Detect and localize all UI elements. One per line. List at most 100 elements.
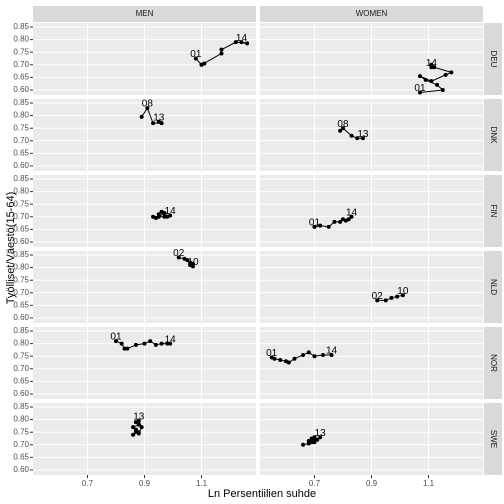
- y-tick-label: 0.85: [13, 250, 29, 259]
- y-tick-label: 0.75: [13, 199, 29, 208]
- point: [136, 418, 141, 423]
- point-label: 13: [315, 428, 327, 439]
- point: [239, 40, 244, 45]
- point-label: 13: [153, 113, 165, 124]
- point: [417, 74, 422, 79]
- point: [139, 114, 144, 119]
- point: [168, 341, 173, 346]
- y-tick-label: 0.65: [13, 72, 29, 81]
- point-label: 01: [414, 83, 426, 94]
- x-tick-label: 0.7: [309, 479, 321, 488]
- y-tick-label: 0.80: [13, 263, 29, 272]
- strip-bg: [484, 23, 502, 95]
- point: [292, 356, 297, 361]
- point: [131, 432, 136, 437]
- point: [429, 65, 434, 70]
- strip-bg: [484, 99, 502, 171]
- y-tick-label: 0.65: [13, 452, 29, 461]
- y-tick-label: 0.60: [13, 313, 29, 322]
- point-label: 14: [426, 58, 438, 69]
- point: [355, 136, 360, 141]
- point: [162, 211, 167, 216]
- y-tick-label: 0.85: [13, 326, 29, 335]
- point: [423, 77, 428, 82]
- point-label: 01: [190, 49, 202, 60]
- point: [233, 40, 238, 45]
- y-tick-label: 0.75: [13, 123, 29, 132]
- point: [338, 128, 343, 133]
- point: [151, 121, 156, 126]
- y-axis-title: Työlliset/Väestö(15-64): [5, 192, 17, 305]
- point-label: 10: [187, 257, 199, 268]
- point: [145, 106, 150, 111]
- point: [389, 295, 394, 300]
- x-tick-label: 1.1: [423, 479, 435, 488]
- point: [153, 342, 158, 347]
- point-label: 14: [346, 207, 358, 218]
- point-label: 13: [133, 412, 145, 423]
- y-tick-label: 0.60: [13, 85, 29, 94]
- strip-bg: [260, 6, 483, 22]
- point: [136, 431, 141, 436]
- y-tick-label: 0.75: [13, 427, 29, 436]
- point: [312, 440, 317, 445]
- point: [301, 352, 306, 357]
- column-strip: WOMEN: [356, 9, 388, 18]
- point: [383, 298, 388, 303]
- row-strip: NLD: [489, 279, 498, 295]
- point: [346, 217, 351, 222]
- point: [318, 223, 323, 228]
- y-tick-label: 0.75: [13, 275, 29, 284]
- point: [349, 214, 354, 219]
- point: [312, 354, 317, 359]
- x-tick-label: 0.9: [366, 479, 378, 488]
- point: [156, 119, 161, 124]
- y-tick-label: 0.85: [13, 22, 29, 31]
- point: [122, 346, 127, 351]
- point: [318, 435, 323, 440]
- y-tick-label: 0.75: [13, 351, 29, 360]
- point: [360, 136, 365, 141]
- series-line: [131, 420, 143, 436]
- y-tick-label: 0.85: [13, 174, 29, 183]
- point: [443, 72, 448, 77]
- point: [375, 298, 380, 303]
- x-tick-label: 0.7: [82, 479, 94, 488]
- point: [435, 82, 440, 87]
- y-tick-label: 0.60: [13, 237, 29, 246]
- x-tick-label: 0.9: [139, 479, 151, 488]
- point: [133, 342, 138, 347]
- y-tick-label: 0.60: [13, 465, 29, 474]
- point: [156, 214, 161, 219]
- point: [321, 352, 326, 357]
- row-strip: DNK: [489, 127, 498, 145]
- point-label: 02: [372, 291, 384, 302]
- point: [148, 339, 153, 344]
- x-axis-title: Ln Persentiilien suhde: [208, 488, 316, 500]
- point: [168, 213, 173, 218]
- y-tick-label: 0.70: [13, 440, 29, 449]
- point: [193, 56, 198, 61]
- point: [429, 79, 434, 84]
- point-label: 13: [357, 129, 369, 140]
- point: [245, 41, 250, 46]
- point: [185, 258, 190, 263]
- point-label: 01: [266, 348, 278, 359]
- point-label: 14: [326, 346, 338, 357]
- y-tick-label: 0.70: [13, 364, 29, 373]
- y-tick-label: 0.80: [13, 339, 29, 348]
- strip-bg: [484, 327, 502, 399]
- strip-bg: [484, 403, 502, 475]
- y-tick-label: 0.80: [13, 415, 29, 424]
- y-tick-label: 0.60: [13, 389, 29, 398]
- y-tick-label: 0.80: [13, 35, 29, 44]
- column-strip: MEN: [136, 9, 154, 18]
- point: [432, 65, 437, 70]
- y-tick-label: 0.65: [13, 300, 29, 309]
- point: [162, 214, 167, 219]
- y-tick-label: 0.65: [13, 376, 29, 385]
- strip-bg: [484, 251, 502, 323]
- point: [312, 435, 317, 440]
- row-strip: SWE: [489, 430, 498, 448]
